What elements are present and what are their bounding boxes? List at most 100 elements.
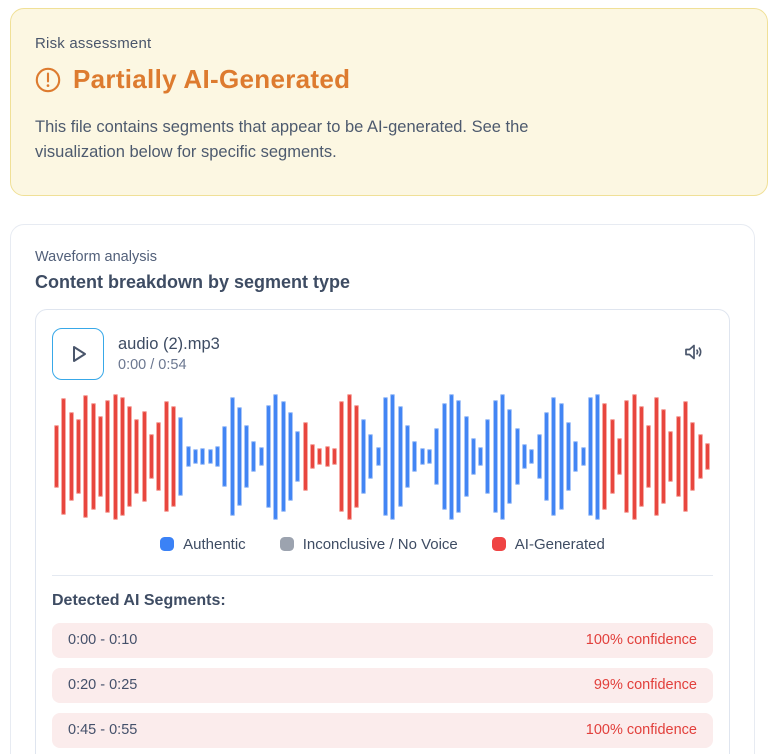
legend-label: AI-Generated — [514, 535, 605, 553]
waveform-bar — [244, 425, 250, 488]
waveform-bar — [697, 434, 703, 479]
risk-verdict-title: Partially AI-Generated — [73, 64, 351, 94]
volume-button[interactable] — [679, 338, 707, 369]
waveform-bar — [639, 406, 644, 507]
waveform-bar — [478, 447, 484, 466]
waveform[interactable] — [52, 393, 713, 520]
waveform-bar — [500, 393, 506, 520]
detected-segments-list: 0:00 - 0:10 100% confidence 0:20 - 0:25 99%… — [52, 622, 713, 748]
audio-filename: audio (2).mp3 — [118, 334, 220, 353]
play-icon — [73, 345, 86, 362]
waveform-bar — [309, 443, 315, 470]
waveform-bar — [214, 446, 220, 467]
waveform-bar — [331, 447, 337, 466]
waveform-bar — [54, 425, 59, 488]
waveform-bar — [426, 448, 432, 465]
waveform-bar — [346, 393, 352, 520]
waveform-bar — [609, 418, 615, 495]
waveform-bar — [171, 406, 176, 507]
legend-swatch-icon — [279, 537, 294, 551]
waveform-bar — [536, 434, 542, 479]
waveform-bar — [595, 393, 601, 520]
waveform-bar — [222, 426, 228, 487]
legend-label: Inconclusive / No Voice — [302, 535, 458, 553]
waveform-bar — [251, 440, 257, 473]
waveform-legend: Authentic Inconclusive / No Voice AI-Gener… — [52, 536, 713, 553]
waveform-bar — [412, 440, 418, 473]
waveform-bar — [573, 440, 579, 473]
waveform-bar — [149, 434, 155, 479]
waveform-bar — [375, 447, 381, 466]
waveform-bar — [266, 404, 272, 509]
waveform-bar — [273, 393, 279, 520]
waveform-bar — [127, 406, 133, 507]
waveform-bar — [302, 421, 308, 492]
waveform-bar — [543, 412, 549, 501]
waveform-bar — [119, 396, 125, 517]
waveform-bar — [68, 412, 74, 501]
segment-row: 0:00 - 0:10 100% confidence — [52, 622, 713, 658]
waveform-bar — [258, 447, 264, 466]
segment-time-range: 0:45 - 0:55 — [68, 722, 138, 738]
waveform-bar — [324, 445, 330, 468]
waveform-bar — [229, 396, 235, 517]
legend-label: Authentic — [183, 535, 246, 553]
waveform-bar — [236, 407, 242, 506]
waveform-bar — [682, 401, 688, 512]
waveform-bar — [485, 418, 491, 495]
detected-segments-heading: Detected AI Segments: — [52, 591, 226, 609]
waveform-bar — [624, 399, 630, 514]
waveform-bar — [653, 396, 659, 517]
waveform-bar — [675, 415, 681, 498]
waveform-bar — [456, 399, 462, 514]
waveform-bar — [134, 418, 140, 495]
waveform-bar — [704, 442, 710, 471]
risk-assessment-card: Risk assessment Partially AI-Generated T… — [10, 8, 768, 196]
waveform-bar — [514, 428, 520, 485]
volume-icon — [685, 344, 702, 360]
audio-player-card: audio (2).mp3 0:00 / 0:54 Authentic Incon… — [35, 308, 730, 754]
waveform-bar — [660, 409, 666, 504]
waveform-bar — [565, 421, 571, 492]
legend-item: Authentic — [160, 536, 246, 553]
segment-row: 0:20 - 0:25 99% confidence — [52, 667, 713, 703]
legend-item: Inconclusive / No Voice — [279, 535, 458, 553]
waveform-bar — [368, 434, 374, 479]
waveform-bar — [141, 411, 147, 502]
segment-confidence: 99% confidence — [593, 677, 697, 693]
waveform-bar — [383, 396, 389, 517]
risk-description: This file contains segments that appear … — [35, 118, 529, 161]
waveform-bar — [185, 446, 191, 467]
risk-assessment-label: Risk assessment — [35, 35, 152, 52]
waveform-bar — [339, 401, 345, 512]
waveform-bar — [288, 412, 293, 501]
waveform-bar — [631, 393, 637, 520]
waveform-bar — [105, 399, 111, 514]
play-button[interactable] — [52, 327, 104, 380]
waveform-bar — [156, 421, 162, 492]
divider — [52, 574, 713, 576]
waveform-bar — [178, 417, 184, 496]
waveform-bar — [280, 401, 286, 512]
waveform-bar — [441, 402, 447, 511]
warning-circle-icon — [35, 67, 61, 92]
waveform-bar — [602, 402, 608, 511]
legend-swatch-icon — [160, 537, 175, 551]
waveform-bar — [522, 443, 527, 470]
waveform-bar — [646, 425, 652, 488]
waveform-bar — [75, 418, 81, 495]
waveform-bar — [207, 448, 213, 465]
waveform-bar — [448, 393, 454, 520]
waveform-bar — [617, 437, 623, 476]
segment-time-range: 0:00 - 0:10 — [68, 632, 138, 648]
waveform-bar — [97, 415, 103, 498]
waveform-bar — [551, 396, 557, 517]
waveform-bar — [192, 448, 198, 465]
segment-confidence: 100% confidence — [585, 722, 697, 738]
waveform-bar — [353, 404, 359, 509]
waveform-bar — [200, 447, 206, 466]
waveform-bar — [529, 448, 535, 465]
waveform-bar — [470, 437, 476, 476]
legend-item: AI-Generated — [491, 535, 605, 553]
waveform-bar — [90, 402, 96, 511]
